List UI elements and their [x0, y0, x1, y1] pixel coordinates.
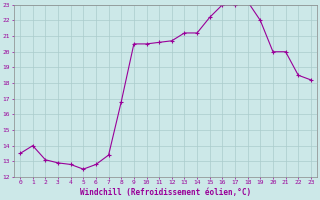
X-axis label: Windchill (Refroidissement éolien,°C): Windchill (Refroidissement éolien,°C): [80, 188, 251, 197]
